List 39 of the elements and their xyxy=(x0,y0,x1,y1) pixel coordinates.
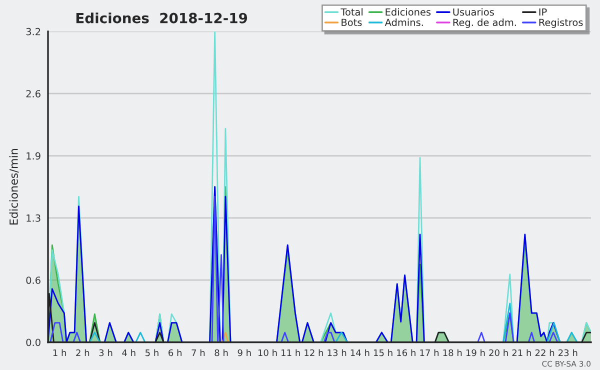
legend-label: Reg. de adm. xyxy=(453,18,516,28)
x-tick-label: 13 h xyxy=(328,349,346,356)
x-tick-label: 2 h xyxy=(76,349,90,356)
y-axis-title: Ediciones/min xyxy=(9,149,19,225)
y-tick-label: 0.6 xyxy=(26,276,40,284)
legend-label: Bots xyxy=(342,18,362,26)
x-tick-label: 10 h xyxy=(258,349,277,356)
y-tick-label: 1.9 xyxy=(26,152,40,160)
x-tick-label: 1 h xyxy=(53,349,66,356)
x-tick-label: 21 h xyxy=(512,349,531,356)
x-tick-label: 17 h xyxy=(420,349,439,356)
y-tick-label: 2.6 xyxy=(26,90,40,98)
x-tick-label: 7 h xyxy=(192,349,205,356)
chart-title: Ediciones 2018-12-19 xyxy=(76,12,248,24)
legend-label: Usuarios xyxy=(453,8,494,16)
legend-label: Registros xyxy=(539,18,583,28)
x-tick-label: 18 h xyxy=(443,349,462,356)
legend-label: IP xyxy=(539,8,547,16)
x-tick-label: 23 h xyxy=(558,349,578,356)
x-tick-label: 9 h xyxy=(238,349,251,356)
legend-label: Ediciones xyxy=(386,8,431,16)
x-tick-label: 19 h xyxy=(466,349,485,356)
x-tick-label: 11 h xyxy=(282,349,300,356)
x-tick-label: 14 h xyxy=(350,349,370,356)
x-tick-label: 16 h xyxy=(397,349,416,356)
x-tick-label: 3 h xyxy=(99,349,112,356)
y-tick-label: 3.2 xyxy=(26,28,40,36)
y-tick-label: 1.3 xyxy=(26,214,40,222)
x-tick-label: 20 h xyxy=(489,349,508,356)
x-tick-label: 8 h xyxy=(214,349,228,356)
x-tick-label: 5 h xyxy=(146,349,158,356)
x-tick-label: 6 h xyxy=(168,349,182,356)
x-tick-label: 15 h xyxy=(374,349,392,356)
y-tick-label: 0.0 xyxy=(26,338,40,346)
x-tick-label: 12 h xyxy=(304,349,323,356)
x-tick-label: 22 h xyxy=(535,349,554,356)
legend-label: Admins. xyxy=(384,18,423,26)
x-tick-label: 4 h xyxy=(122,349,136,356)
legend-label: Total xyxy=(340,8,362,16)
